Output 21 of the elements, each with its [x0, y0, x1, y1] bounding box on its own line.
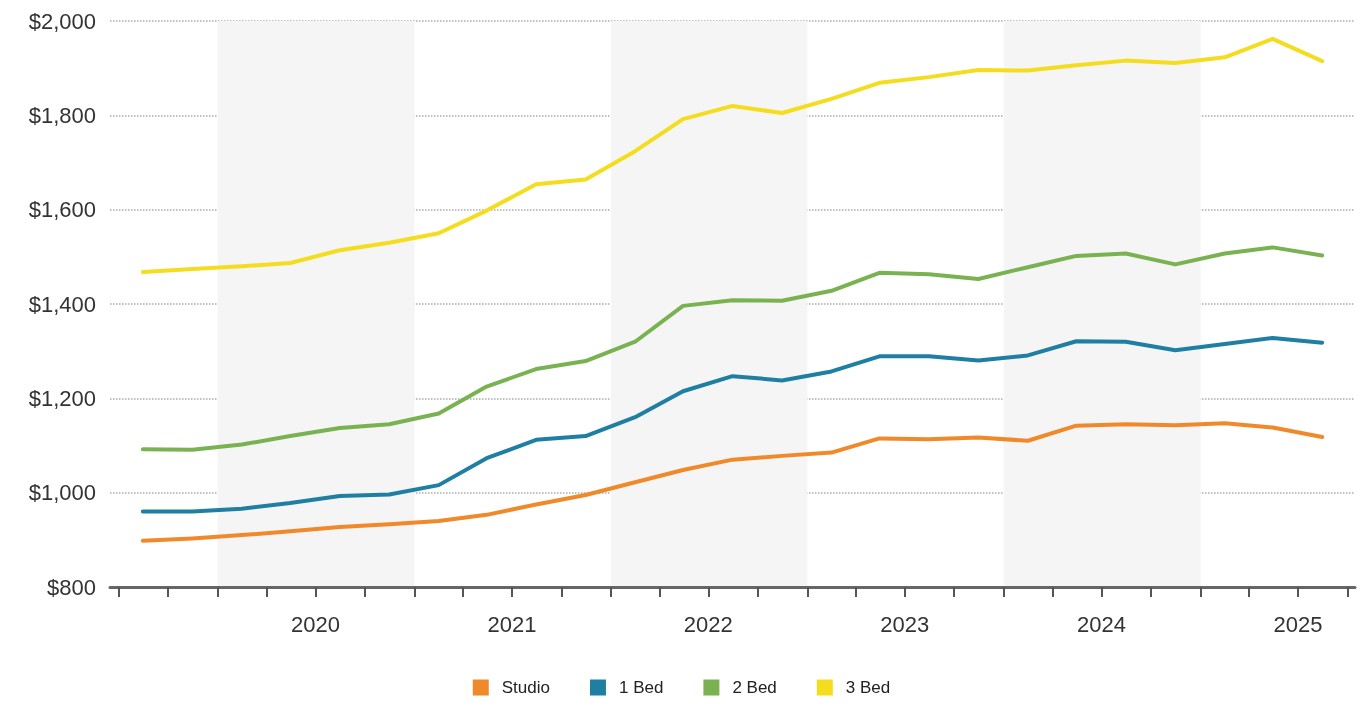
y-tick-label: $1,600	[28, 197, 96, 223]
x-tick-label: 2024	[1077, 611, 1127, 637]
x-tick-label: 2025	[1273, 611, 1323, 637]
y-tick-label: $1,000	[28, 480, 96, 506]
y-tick-label: $2,000	[28, 8, 96, 34]
line-series	[140, 36, 1325, 274]
x-tick-label: 2021	[487, 611, 537, 637]
line-series	[140, 245, 1325, 452]
y-tick-label: $1,400	[28, 291, 96, 317]
legend-label: 3 Bed	[845, 678, 891, 697]
y-tick-label: $800	[47, 574, 96, 600]
legend-label: Studio	[501, 678, 550, 697]
x-tick-label: 2022	[683, 611, 733, 637]
y-tick-label: $1,200	[28, 385, 96, 411]
x-tick-label: 2020	[291, 611, 340, 637]
x-tick-label: 2023	[880, 611, 930, 637]
line-series	[140, 335, 1325, 514]
line-series	[140, 421, 1325, 543]
y-tick-label: $1,800	[28, 102, 96, 128]
legend-label: 2 Bed	[732, 678, 777, 697]
legend-label: 1 Bed	[618, 678, 664, 697]
